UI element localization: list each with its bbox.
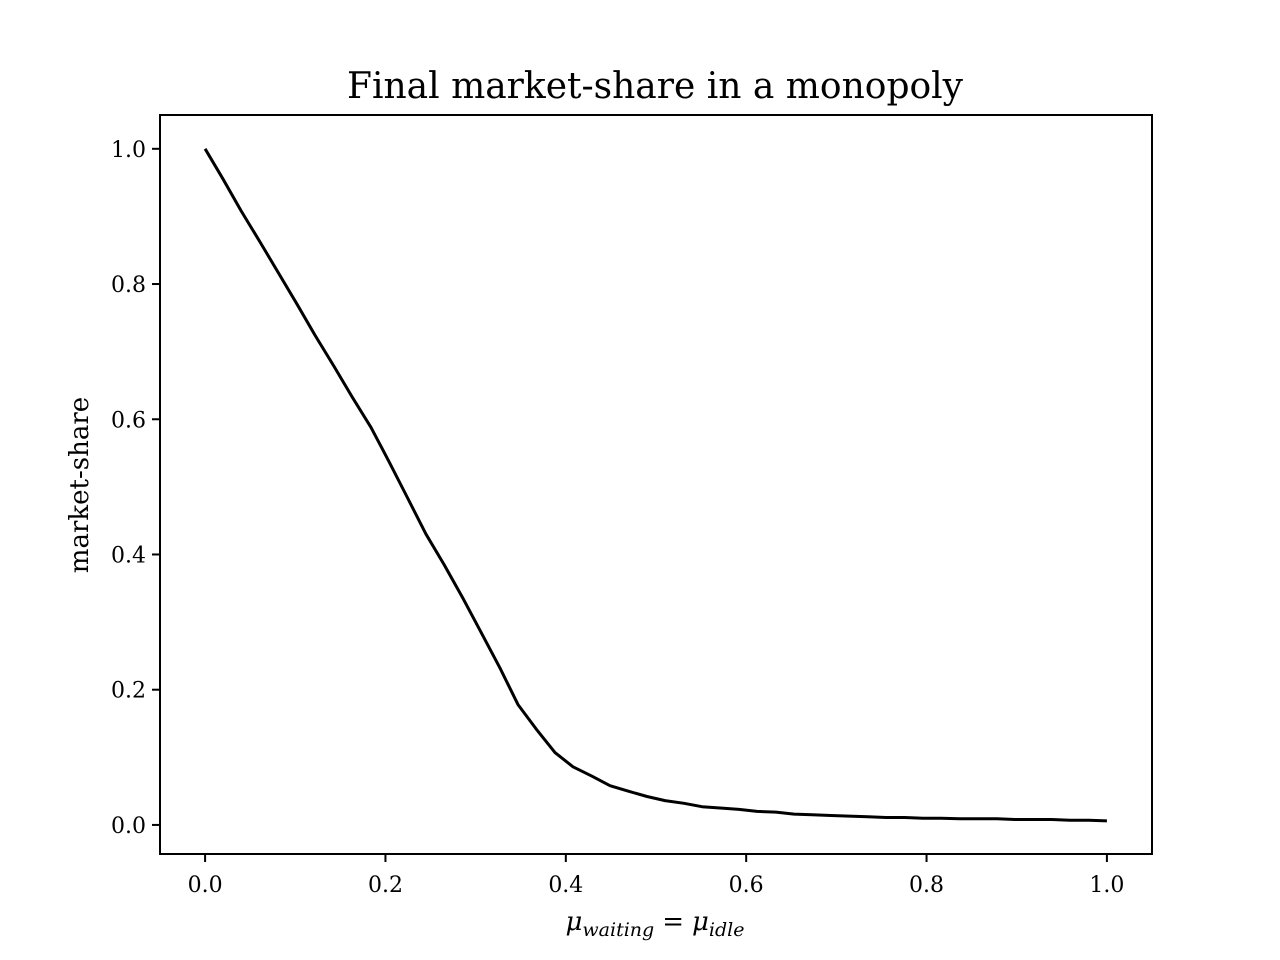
x-tick-label: 0.2 [368, 873, 403, 898]
chart-title: Final market-share in a monopoly [347, 66, 964, 107]
x-tick-label: 0.0 [188, 873, 223, 898]
x-axis-title-equals: = [662, 907, 684, 937]
y-tick-label: 0.2 [111, 679, 146, 704]
x-axis-title: μwaiting = μidle [566, 907, 745, 941]
x-tick-label: 1.0 [1089, 873, 1124, 898]
x-axis-title-sub-right: idle [709, 919, 745, 941]
y-tick-label: 0.8 [111, 273, 146, 298]
y-tick-label: 0.4 [111, 543, 146, 568]
y-tick-label: 0.0 [111, 814, 146, 839]
y-tick-label: 1.0 [111, 138, 146, 163]
x-tick-label: 0.6 [729, 873, 764, 898]
series-line [203, 148, 1107, 823]
x-axis-title-symbol-right: μ [692, 907, 709, 937]
x-tick-label: 0.4 [548, 873, 583, 898]
plot-area-frame [159, 114, 1153, 855]
y-axis: 0.0 0.2 0.4 0.6 0.8 1.0 [111, 138, 160, 839]
x-axis-title-sub-left: waiting [582, 919, 654, 941]
x-tick-label: 0.8 [909, 873, 944, 898]
y-tick-label: 0.6 [111, 408, 146, 433]
x-axis-title-symbol-left: μ [566, 907, 583, 937]
x-axis: 0.0 0.2 0.4 0.6 0.8 1.0 [188, 854, 1124, 898]
y-axis-title: market-share [65, 397, 95, 573]
